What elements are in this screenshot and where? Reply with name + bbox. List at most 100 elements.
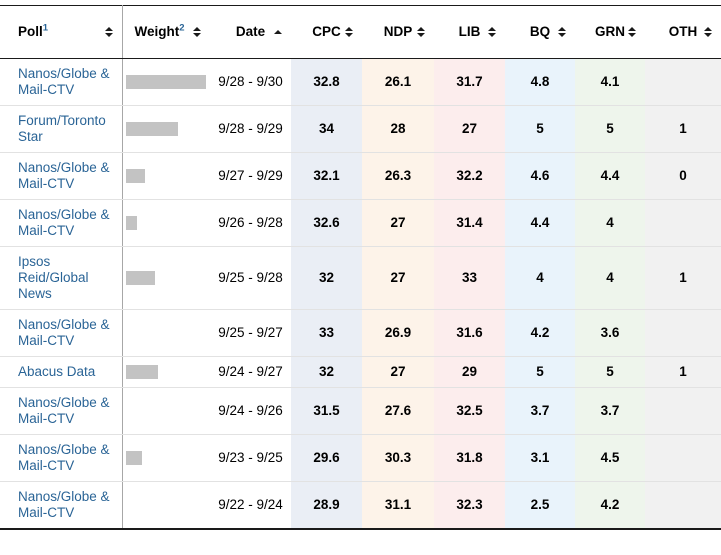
poll-link[interactable]: Nanos/Globe & Mail-CTV (18, 317, 110, 348)
date-cell: 9/27 - 9/29 (210, 152, 291, 200)
sort-both-icon (193, 27, 201, 37)
poll-link[interactable]: Abacus Data (18, 364, 96, 379)
ndp-value-cell: 27.6 (362, 387, 434, 435)
weight-bar (125, 451, 142, 465)
cpc-value-cell: 32.1 (291, 152, 362, 200)
sort-both-icon (104, 27, 113, 37)
column-header-grn[interactable]: GRN (575, 5, 645, 59)
grn-value-cell: 4.2 (575, 481, 645, 529)
weight-cell (122, 356, 210, 388)
header-row: Poll1 Weight2 Date CPC NDP LIB BQ GRN OTH (0, 5, 721, 59)
poll-cell: Nanos/Globe & Mail-CTV (0, 481, 123, 529)
grn-value-cell: 4.1 (575, 58, 645, 106)
date-cell: 9/25 - 9/27 (210, 309, 291, 357)
column-header-date[interactable]: Date (210, 5, 291, 59)
poll-link[interactable]: Forum/Toronto Star (18, 113, 106, 144)
date-cell: 9/24 - 9/26 (210, 387, 291, 435)
weight-cell (122, 434, 210, 482)
poll-cell: Nanos/Globe & Mail-CTV (0, 309, 123, 357)
oth-value-cell (645, 434, 721, 482)
poll-cell: Nanos/Globe & Mail-CTV (0, 434, 123, 482)
oth-value-cell (645, 387, 721, 435)
poll-link[interactable]: Nanos/Globe & Mail-CTV (18, 395, 110, 426)
weight-cell (122, 105, 210, 153)
column-header-label: GRN (595, 24, 625, 39)
poll-link[interactable]: Nanos/Globe & Mail-CTV (18, 207, 110, 238)
oth-value-cell (645, 199, 721, 247)
column-header-ndp[interactable]: NDP (362, 5, 434, 59)
ndp-value-cell: 26.9 (362, 309, 434, 357)
date-cell: 9/28 - 9/30 (210, 58, 291, 106)
table-row: Ipsos Reid/Global News 9/25 - 9/28 32 27 33 4… (0, 246, 721, 310)
lib-value-cell: 32.5 (434, 387, 505, 435)
ndp-value-cell: 31.1 (362, 481, 434, 529)
grn-value-cell: 4 (575, 246, 645, 310)
sort-both-icon (488, 27, 496, 37)
date-cell: 9/23 - 9/25 (210, 434, 291, 482)
footnote-ref-link[interactable]: 1 (42, 22, 49, 34)
lib-value-cell: 32.2 (434, 152, 505, 200)
poll-cell: Nanos/Globe & Mail-CTV (0, 152, 123, 200)
column-header-bq[interactable]: BQ (505, 5, 575, 59)
poll-cell: Ipsos Reid/Global News (0, 246, 123, 310)
footnote-ref-link[interactable]: 2 (179, 22, 185, 34)
grn-value-cell: 3.7 (575, 387, 645, 435)
grn-value-cell: 4.5 (575, 434, 645, 482)
column-header-label: Date (235, 24, 266, 39)
cpc-value-cell: 28.9 (291, 481, 362, 529)
table-row: Nanos/Globe & Mail-CTV 9/24 - 9/26 31.5 27.… (0, 387, 721, 435)
grn-value-cell: 4 (575, 199, 645, 247)
poll-cell: Abacus Data (0, 356, 123, 388)
bq-value-cell: 3.7 (505, 387, 575, 435)
column-header-lib[interactable]: LIB (434, 5, 505, 59)
poll-link[interactable]: Ipsos Reid/Global News (18, 254, 89, 301)
bq-value-cell: 4.6 (505, 152, 575, 200)
bq-value-cell: 4.2 (505, 309, 575, 357)
weight-bar (125, 271, 155, 285)
poll-cell: Nanos/Globe & Mail-CTV (0, 387, 123, 435)
table-row: Nanos/Globe & Mail-CTV 9/27 - 9/29 32.1 26.… (0, 152, 721, 200)
cpc-value-cell: 32 (291, 246, 362, 310)
table-row: Forum/Toronto Star 9/28 - 9/29 34 28 27 5 5 1 (0, 105, 721, 153)
poll-link[interactable]: Nanos/Globe & Mail-CTV (18, 66, 110, 97)
column-header-label: Weight (134, 24, 180, 39)
column-header-label: OTH (668, 24, 698, 39)
column-header-cpc[interactable]: CPC (291, 5, 362, 59)
column-header-label: Poll (18, 24, 43, 39)
sort-both-icon (704, 27, 712, 37)
table-row: Nanos/Globe & Mail-CTV 9/28 - 9/30 32.8 26.… (0, 58, 721, 106)
cpc-value-cell: 32 (291, 356, 362, 388)
poll-link[interactable]: Nanos/Globe & Mail-CTV (18, 442, 110, 473)
oth-value-cell: 1 (645, 356, 721, 388)
cpc-value-cell: 32.6 (291, 199, 362, 247)
poll-table: Poll1 Weight2 Date CPC NDP LIB BQ GRN OTH Nanos/… (0, 5, 721, 530)
column-header-oth[interactable]: OTH (645, 5, 721, 59)
table-row: Nanos/Globe & Mail-CTV 9/23 - 9/25 29.6 30.… (0, 434, 721, 482)
lib-value-cell: 32.3 (434, 481, 505, 529)
column-header-label: CPC (312, 24, 341, 39)
column-header-poll[interactable]: Poll1 (0, 5, 123, 59)
column-header-weight[interactable]: Weight2 (122, 5, 210, 59)
date-cell: 9/25 - 9/28 (210, 246, 291, 310)
cpc-value-cell: 32.8 (291, 58, 362, 106)
lib-value-cell: 31.7 (434, 58, 505, 106)
oth-value-cell: 0 (645, 152, 721, 200)
poll-link[interactable]: Nanos/Globe & Mail-CTV (18, 160, 110, 191)
weight-bar (125, 365, 158, 379)
date-cell: 9/24 - 9/27 (210, 356, 291, 388)
column-header-label: BQ (529, 24, 551, 39)
bq-value-cell: 4 (505, 246, 575, 310)
bq-value-cell: 4.4 (505, 199, 575, 247)
ndp-value-cell: 27 (362, 199, 434, 247)
weight-cell (122, 152, 210, 200)
lib-value-cell: 27 (434, 105, 505, 153)
lib-value-cell: 29 (434, 356, 505, 388)
ndp-value-cell: 30.3 (362, 434, 434, 482)
poll-cell: Nanos/Globe & Mail-CTV (0, 58, 123, 106)
poll-link[interactable]: Nanos/Globe & Mail-CTV (18, 489, 110, 520)
table-row: Abacus Data 9/24 - 9/27 32 27 29 5 5 1 (0, 356, 721, 388)
weight-bar (125, 216, 137, 230)
oth-value-cell (645, 481, 721, 529)
sort-both-icon (345, 27, 353, 37)
weight-cell (122, 482, 210, 530)
